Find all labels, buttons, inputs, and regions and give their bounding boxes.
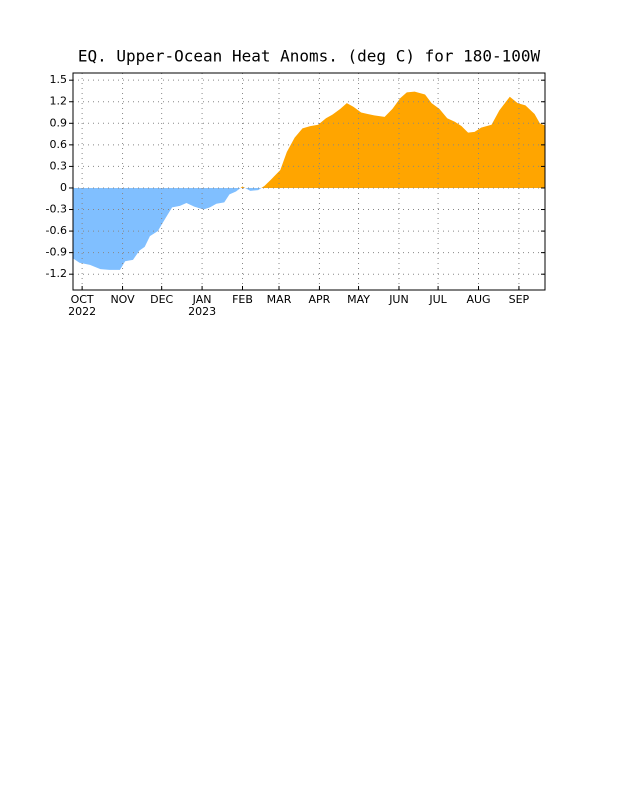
x-tick-label: JAN bbox=[192, 293, 212, 306]
x-tick-label: JUN bbox=[388, 293, 409, 306]
y-tick-label: 1.2 bbox=[50, 95, 68, 108]
x-tick-label: OCT bbox=[71, 293, 94, 306]
year-label: 2022 bbox=[68, 305, 96, 318]
plot-frame bbox=[72, 72, 546, 291]
x-tick-label: AUG bbox=[466, 293, 490, 306]
x-tick-label: FEB bbox=[232, 293, 253, 306]
y-tick-label: -0.9 bbox=[46, 246, 67, 259]
y-tick-label: -0.3 bbox=[46, 203, 67, 216]
x-tick-label: NOV bbox=[110, 293, 135, 306]
chart-title: EQ. Upper-Ocean Heat Anoms. (deg C) for … bbox=[78, 47, 541, 66]
x-tick-label: DEC bbox=[150, 293, 173, 306]
y-tick-label: 0.9 bbox=[50, 116, 68, 129]
y-tick-label: -1.2 bbox=[46, 267, 67, 280]
y-tick-label: 0.3 bbox=[50, 159, 68, 172]
y-tick-label: 0.6 bbox=[50, 138, 68, 151]
y-tick-label: 1.5 bbox=[50, 73, 68, 86]
x-tick-label: SEP bbox=[509, 293, 530, 306]
anomaly-area bbox=[73, 91, 545, 270]
y-tick-label: 0 bbox=[60, 181, 67, 194]
y-tick-label: -0.6 bbox=[46, 224, 67, 237]
x-tick-label: APR bbox=[309, 293, 331, 306]
x-tick-label: JUL bbox=[428, 293, 447, 306]
x-tick-label: MAR bbox=[267, 293, 292, 306]
year-label: 2023 bbox=[188, 305, 216, 318]
x-tick-label: MAY bbox=[347, 293, 370, 306]
